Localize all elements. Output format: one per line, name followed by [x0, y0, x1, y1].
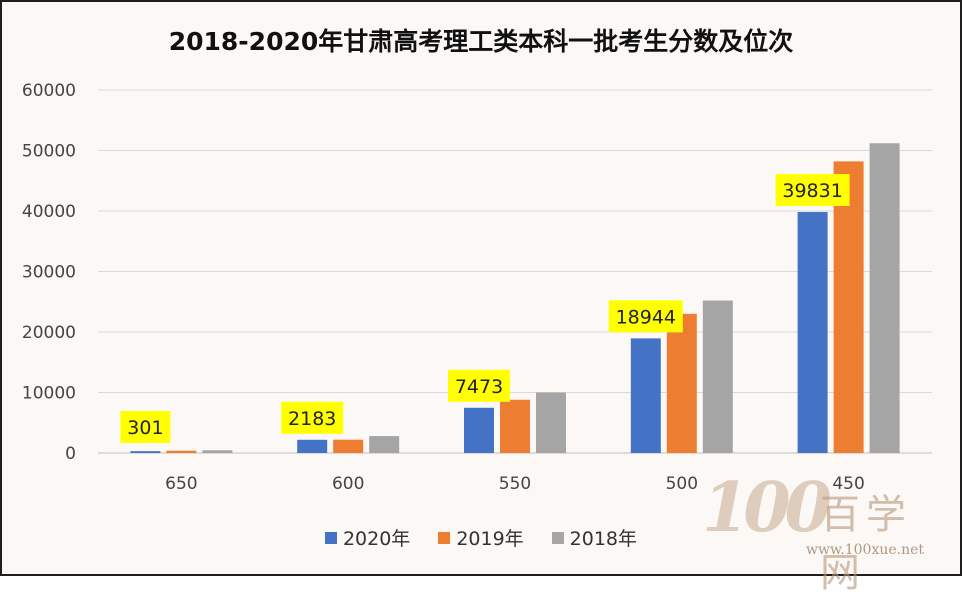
legend-swatch-2018 — [551, 531, 564, 544]
gridlines — [98, 89, 932, 454]
x-tick-label: 450 — [832, 474, 864, 494]
x-tick-label: 500 — [666, 474, 698, 494]
y-tick-label: 50000 — [22, 142, 76, 162]
bar — [797, 212, 828, 453]
legend-swatch-2020 — [324, 531, 337, 544]
data-label: 39831 — [782, 180, 842, 202]
bar — [702, 300, 733, 453]
data-label: 18944 — [616, 306, 676, 328]
y-tick-label: 10000 — [22, 384, 76, 404]
bar — [297, 439, 328, 453]
y-tick-label: 60000 — [22, 81, 76, 101]
legend-label-2019: 2019年 — [456, 528, 524, 550]
bar — [369, 436, 400, 453]
watermark-name: 百学网 — [820, 492, 912, 596]
y-tick-label: 40000 — [22, 202, 76, 222]
data-label-highlight — [448, 369, 510, 402]
data-label-highlight — [120, 411, 171, 443]
data-label-highlight — [775, 174, 850, 207]
data-label-highlight — [608, 300, 683, 333]
bar — [464, 407, 494, 453]
legend-item-2019: 2019年 — [438, 524, 524, 551]
legend-swatch-2019 — [438, 531, 451, 544]
x-axis-tick-labels: 650 600 550 500 450 — [165, 474, 865, 494]
legend-label-2018: 2018年 — [569, 528, 638, 550]
bars — [130, 143, 900, 454]
x-tick-label: 600 — [332, 474, 364, 494]
legend: 2020年 2019年 2018年 — [0, 524, 962, 551]
bar — [202, 450, 233, 453]
x-tick-label: 650 — [165, 474, 197, 494]
bar — [500, 399, 530, 453]
data-label: 7473 — [455, 376, 503, 398]
data-labels: 301 2183 7473 18944 39831 — [120, 174, 850, 443]
bar — [166, 450, 197, 453]
bar — [536, 392, 566, 453]
legend-item-2020: 2020年 — [324, 524, 411, 551]
chart-title: 2018-2020年甘肃高考理工类本科一批考生分数及位次 — [168, 27, 794, 56]
watermark-logo: 100 — [702, 468, 832, 548]
y-tick-label: 0 — [65, 444, 76, 464]
watermark: 100 百学网 www.100xue.net — [702, 466, 952, 596]
watermark-url: www.100xue.net — [806, 542, 925, 558]
bar — [666, 313, 697, 453]
y-tick-label: 20000 — [22, 323, 76, 343]
bar — [869, 143, 900, 454]
data-label-highlight — [281, 401, 344, 434]
data-label: 301 — [127, 417, 163, 439]
bar — [833, 161, 864, 453]
x-tick-label: 550 — [499, 474, 531, 494]
legend-label-2020: 2020年 — [342, 528, 411, 550]
y-tick-label: 30000 — [22, 263, 76, 283]
y-axis-tick-labels: 0 10000 20000 30000 40000 50000 60000 — [22, 81, 76, 464]
bar-chart: 0 10000 20000 30000 40000 50000 60000 650 600 55… — [22, 81, 932, 494]
legend-item-2018: 2018年 — [551, 524, 638, 551]
bar — [333, 439, 364, 453]
bar — [130, 451, 161, 453]
bar — [630, 338, 661, 453]
data-label: 2183 — [288, 408, 336, 430]
